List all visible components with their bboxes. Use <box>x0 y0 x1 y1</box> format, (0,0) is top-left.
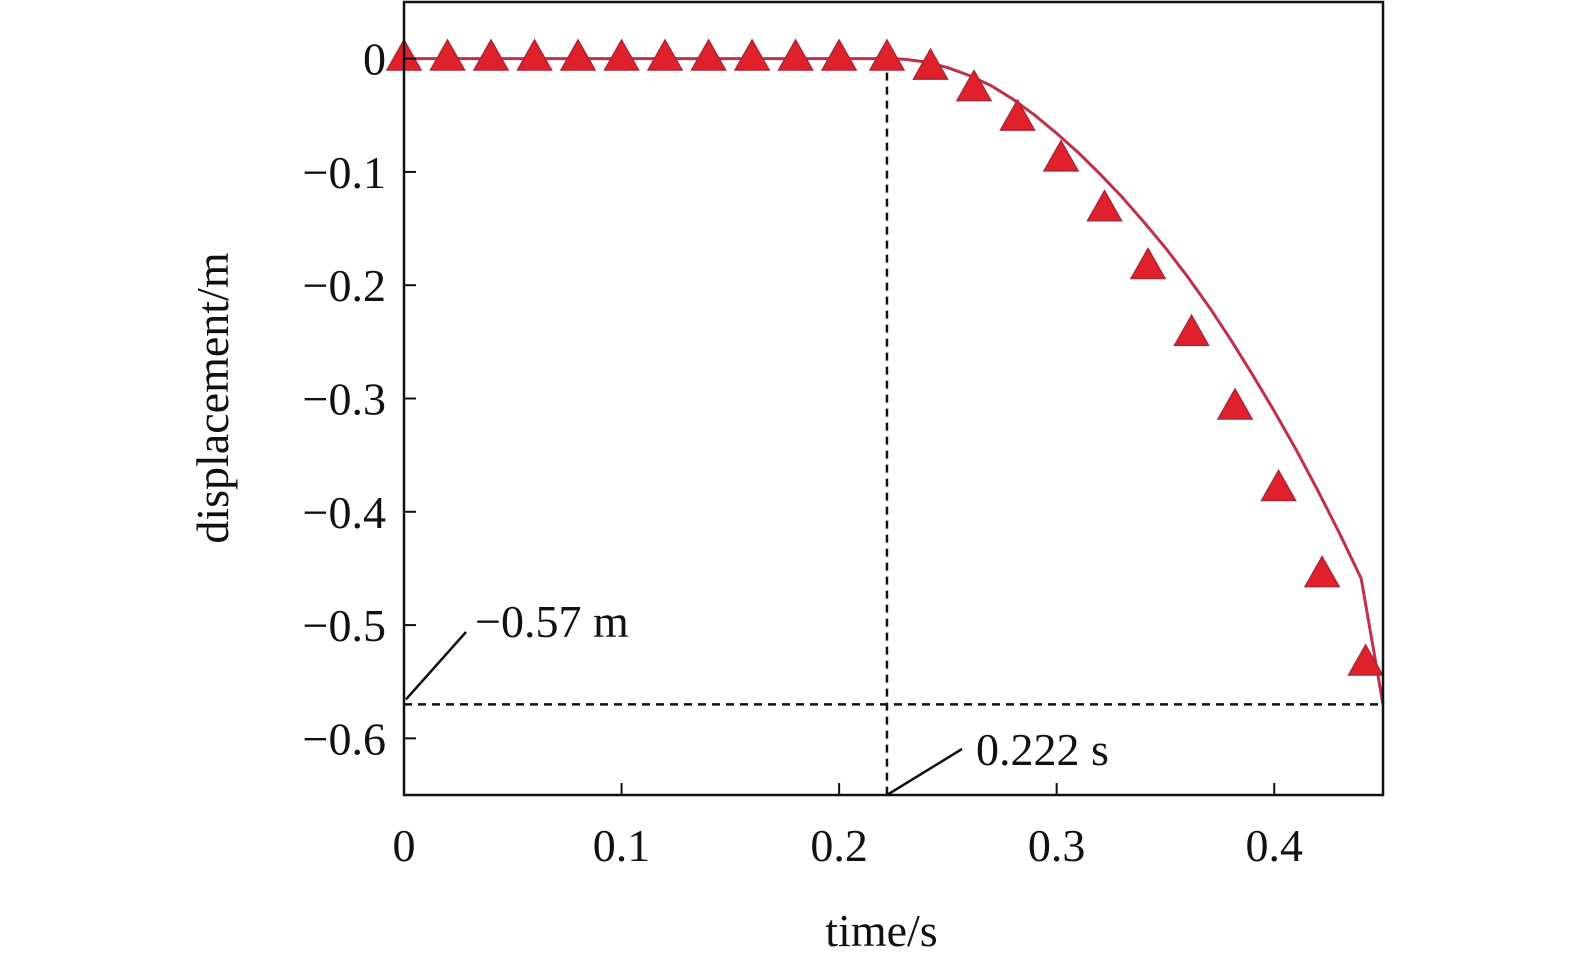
triangle-marker <box>559 38 597 71</box>
triangle-marker <box>1216 387 1254 420</box>
leader-line-time <box>886 747 963 797</box>
triangle-marker <box>1173 313 1210 347</box>
triangle-marker <box>1260 469 1297 502</box>
x-tick-label: 0.3 <box>1028 820 1086 871</box>
y-tick-label: −0.2 <box>303 260 386 311</box>
triangle-marker <box>516 38 553 71</box>
triangle-marker <box>690 38 727 71</box>
triangle-marker <box>1086 189 1123 222</box>
x-tick-label: 0 <box>393 820 416 871</box>
y-axis-label: displacement/m <box>187 252 238 543</box>
triangle-marker <box>1303 555 1341 588</box>
triangle-marker <box>999 98 1036 131</box>
y-tick-label: −0.3 <box>303 374 386 425</box>
triangle-marker <box>1347 643 1384 676</box>
x-tick-label: 0.4 <box>1245 820 1303 871</box>
x-axis-label: time/s <box>825 905 937 956</box>
triangle-marker <box>1129 246 1167 280</box>
annotation-label-displacement: −0.57 m <box>475 596 629 647</box>
tick-label-layer: 0 0.1 0.2 0.3 0.4 0 −0.1 −0.2 −0.3 −0.4 −0.5 −0.6 <box>303 34 1303 871</box>
tick-layer <box>403 57 1276 795</box>
triangle-marker <box>603 38 640 71</box>
y-tick-label: −0.1 <box>303 147 386 198</box>
y-tick-label: 0 <box>363 34 386 85</box>
y-tick-label: −0.4 <box>303 487 386 538</box>
triangle-marker <box>777 38 814 71</box>
x-tick-label: 0.1 <box>593 820 651 871</box>
y-tick-label: −0.5 <box>303 600 386 651</box>
series-line <box>404 57 1385 705</box>
triangle-marker <box>912 47 949 80</box>
triangle-marker <box>820 38 858 71</box>
triangle-marker <box>868 38 906 71</box>
leader-line-displacement <box>405 631 467 701</box>
triangle-marker <box>1042 139 1080 172</box>
triangle-marker <box>646 38 684 71</box>
triangle-marker <box>429 38 466 71</box>
series-layer <box>385 38 1385 705</box>
triangle-marker <box>955 69 993 102</box>
y-tick-label: −0.6 <box>303 713 386 764</box>
x-tick-label: 0.2 <box>810 820 868 871</box>
annotation-label-time: 0.222 s <box>976 724 1109 775</box>
annotation-layer <box>404 58 1383 797</box>
triangle-marker <box>733 38 771 71</box>
triangle-marker <box>472 38 510 71</box>
